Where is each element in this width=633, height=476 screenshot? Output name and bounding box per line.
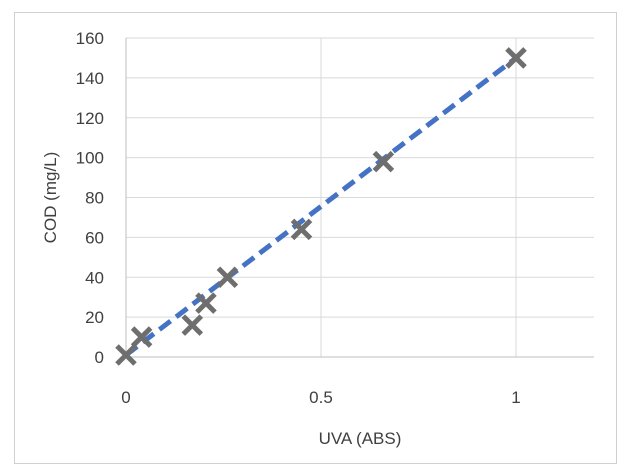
x-axis-title: UVA (ABS): [319, 429, 402, 448]
data-point-marker: [216, 266, 239, 289]
x-tick-label: 0.5: [309, 388, 333, 407]
data-point-marker: [290, 218, 313, 241]
x-tick-label: 1: [511, 388, 520, 407]
y-tick-label: 140: [76, 69, 104, 88]
data-point-marker: [130, 326, 153, 348]
data-point-marker: [195, 292, 217, 314]
y-tick-label: 160: [76, 29, 104, 48]
grid: [126, 37, 594, 357]
data-point-marker: [181, 314, 204, 336]
y-tick-label: 20: [85, 308, 104, 327]
y-tick-labels: 0 20 40 60 80 100 120 140 160: [76, 29, 104, 367]
y-tick-label: 120: [76, 109, 104, 128]
data-markers: [115, 47, 527, 366]
y-tick-label: 100: [76, 149, 104, 168]
data-point-marker: [115, 344, 137, 366]
y-axis-title: COD (mg/L): [41, 152, 60, 244]
y-tick-label: 40: [85, 268, 104, 287]
x-tick-label: 0: [121, 388, 130, 407]
y-tick-label: 0: [95, 348, 104, 367]
data-point-marker: [372, 150, 395, 173]
trendline-group: [124, 55, 518, 357]
data-point-marker: [505, 47, 527, 69]
y-tick-label: 60: [85, 228, 104, 247]
y-tick-label: 80: [85, 189, 104, 208]
axes: [125, 38, 594, 358]
trendline: [124, 55, 518, 357]
x-tick-labels: 0 0.5 1: [121, 388, 520, 407]
